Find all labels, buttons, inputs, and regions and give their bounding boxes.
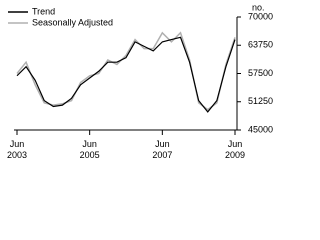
series-line	[16, 36, 236, 113]
x-tick-label: Jun 2009	[224, 139, 246, 160]
y-tick-label: 70000	[248, 11, 273, 21]
legend-label: Trend	[32, 6, 55, 16]
x-tick-label: Jun 2003	[6, 139, 28, 160]
y-tick-label: 57500	[248, 68, 273, 78]
legend-label: Seasonally Adjusted	[32, 17, 113, 27]
y-tick-label: 45000	[248, 124, 273, 134]
chart-svg: no. 45000 51250 57500 63750 70000 TrendSeason…	[8, 2, 273, 135]
x-tick-label: Jun 2005	[79, 139, 100, 160]
y-tick-label: 63750	[248, 40, 273, 50]
y-tick-label: 51250	[248, 96, 273, 106]
x-tick-label: Jun 2007	[152, 139, 173, 160]
y-unit: no.	[252, 2, 265, 12]
chart: no. 45000 51250 57500 63750 70000 Trend Season…	[6, 2, 273, 160]
series-line	[16, 31, 236, 111]
